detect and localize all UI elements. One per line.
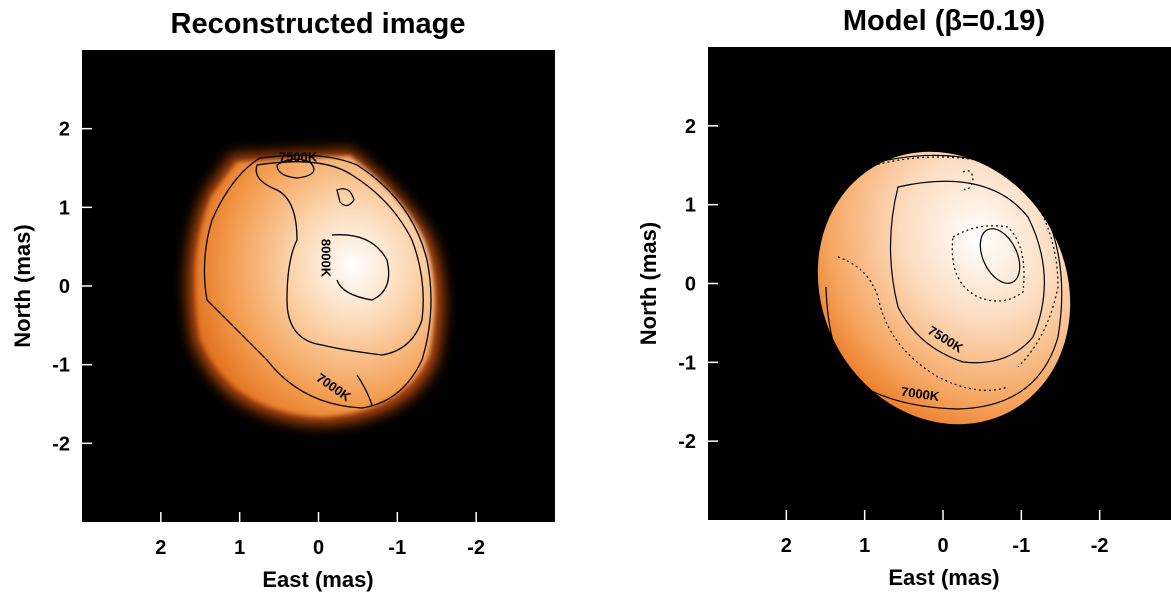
x-axis-label: East (mas): [888, 565, 999, 590]
contour-label: 8000K: [319, 239, 334, 278]
x-tick-label: 2: [781, 535, 792, 557]
x-tick-label: 1: [859, 535, 870, 557]
y-tick-label: 2: [685, 116, 696, 138]
x-tick-label: 1: [234, 537, 245, 559]
y-tick-label: 2: [59, 119, 70, 141]
x-tick-label: -2: [467, 537, 485, 559]
y-tick-label: 1: [685, 195, 696, 217]
x-tick-label: 0: [937, 535, 948, 557]
x-tick-label: -2: [1091, 535, 1109, 557]
x-axis-label: East (mas): [262, 567, 373, 592]
contour-label: 7500K: [279, 149, 318, 164]
chart-title: Reconstructed image: [171, 8, 466, 40]
y-tick-label: -2: [678, 431, 696, 453]
y-tick-label: 1: [59, 197, 70, 219]
x-tick-label: 2: [155, 537, 166, 559]
y-tick-label: 0: [59, 276, 70, 298]
y-tick-label: -2: [52, 433, 70, 455]
figure: 7500K8000K7000K210-1-2210-1-2Reconstruct…: [0, 0, 1171, 596]
y-tick-label: 0: [685, 274, 696, 296]
y-tick-label: -1: [678, 352, 696, 374]
y-axis-label: North (mas): [636, 222, 661, 345]
y-tick-label: -1: [52, 355, 70, 377]
chart-title: Model (β=0.19): [843, 5, 1045, 37]
y-axis-label: North (mas): [10, 224, 35, 347]
x-tick-label: 0: [313, 537, 324, 559]
x-tick-label: -1: [1012, 535, 1030, 557]
x-tick-label: -1: [388, 537, 406, 559]
